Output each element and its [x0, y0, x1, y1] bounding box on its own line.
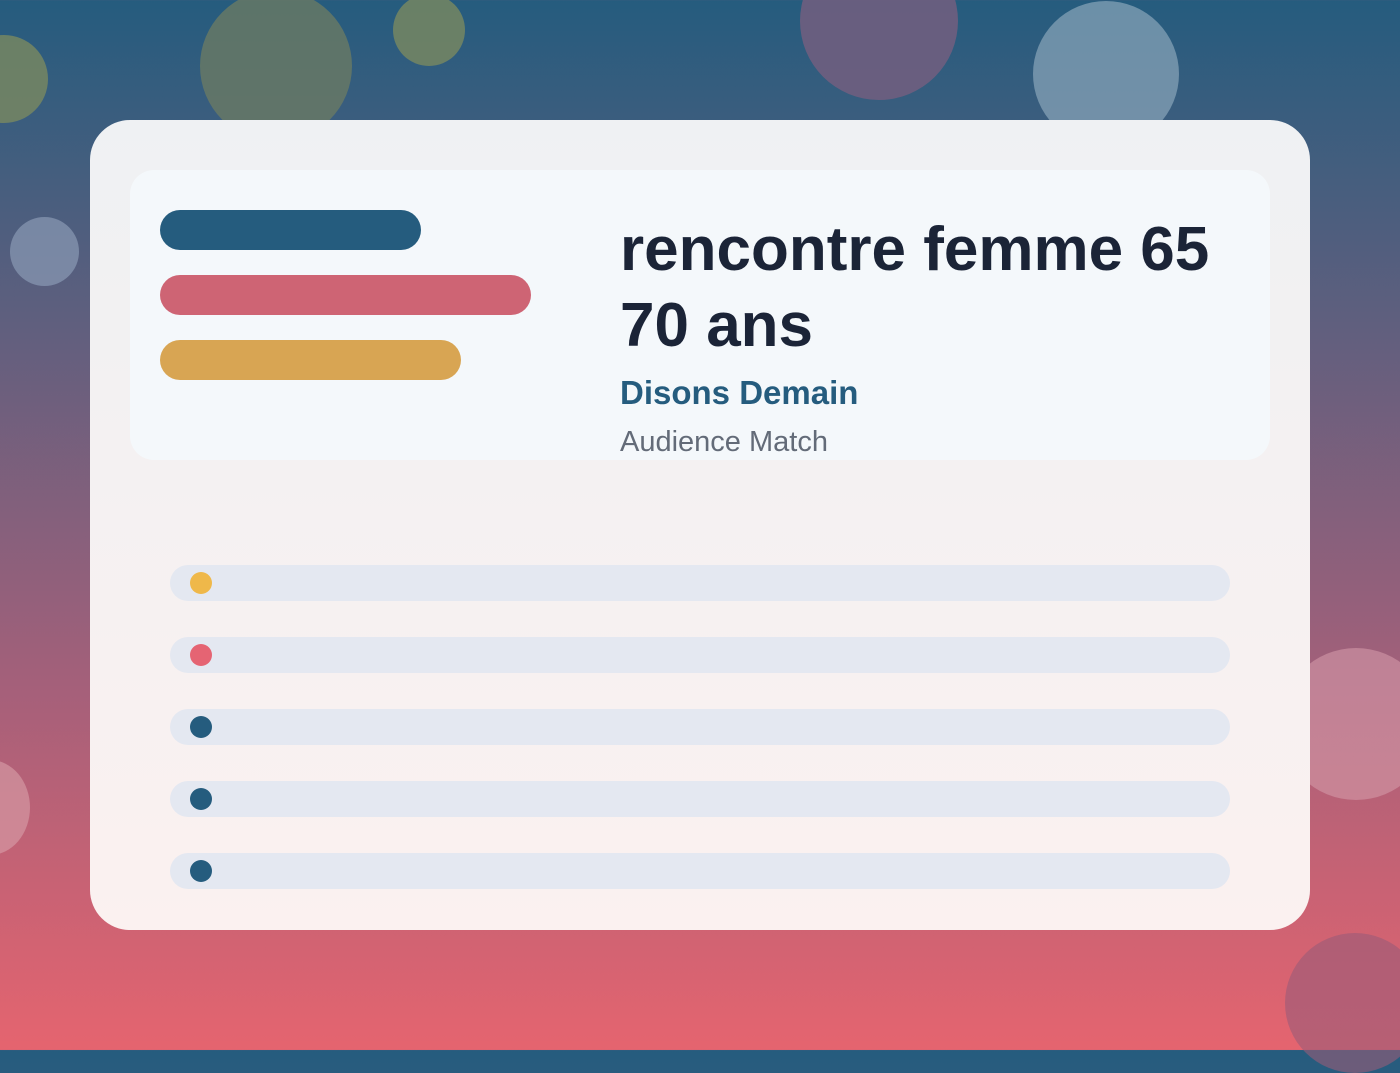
bubble	[0, 760, 30, 855]
bubble	[0, 35, 48, 123]
dot	[190, 644, 212, 666]
title: rencontre femme 65 70 ans	[620, 215, 1210, 360]
card: rencontre femme 65 70 ans Disons Demain …	[90, 120, 1310, 930]
placeholder-row	[170, 709, 1230, 745]
placeholder-row	[170, 853, 1230, 889]
dot	[190, 572, 212, 594]
hero: rencontre femme 65 70 ans Disons Demain …	[130, 170, 1270, 460]
bubble	[800, 0, 958, 100]
dot	[190, 860, 212, 882]
bubble	[1285, 933, 1400, 1073]
dot	[190, 788, 212, 810]
tagline: Audience Match	[620, 426, 828, 458]
decor-pill	[160, 340, 461, 380]
placeholder-row	[170, 781, 1230, 817]
bubble	[10, 217, 79, 286]
bubble	[393, 0, 465, 66]
decor-pill	[160, 275, 531, 315]
placeholder-row	[170, 565, 1230, 601]
brand: Disons Demain	[620, 374, 859, 411]
dot	[190, 716, 212, 738]
bubble	[200, 0, 352, 142]
decor-pill	[160, 210, 421, 250]
placeholder-row	[170, 637, 1230, 673]
